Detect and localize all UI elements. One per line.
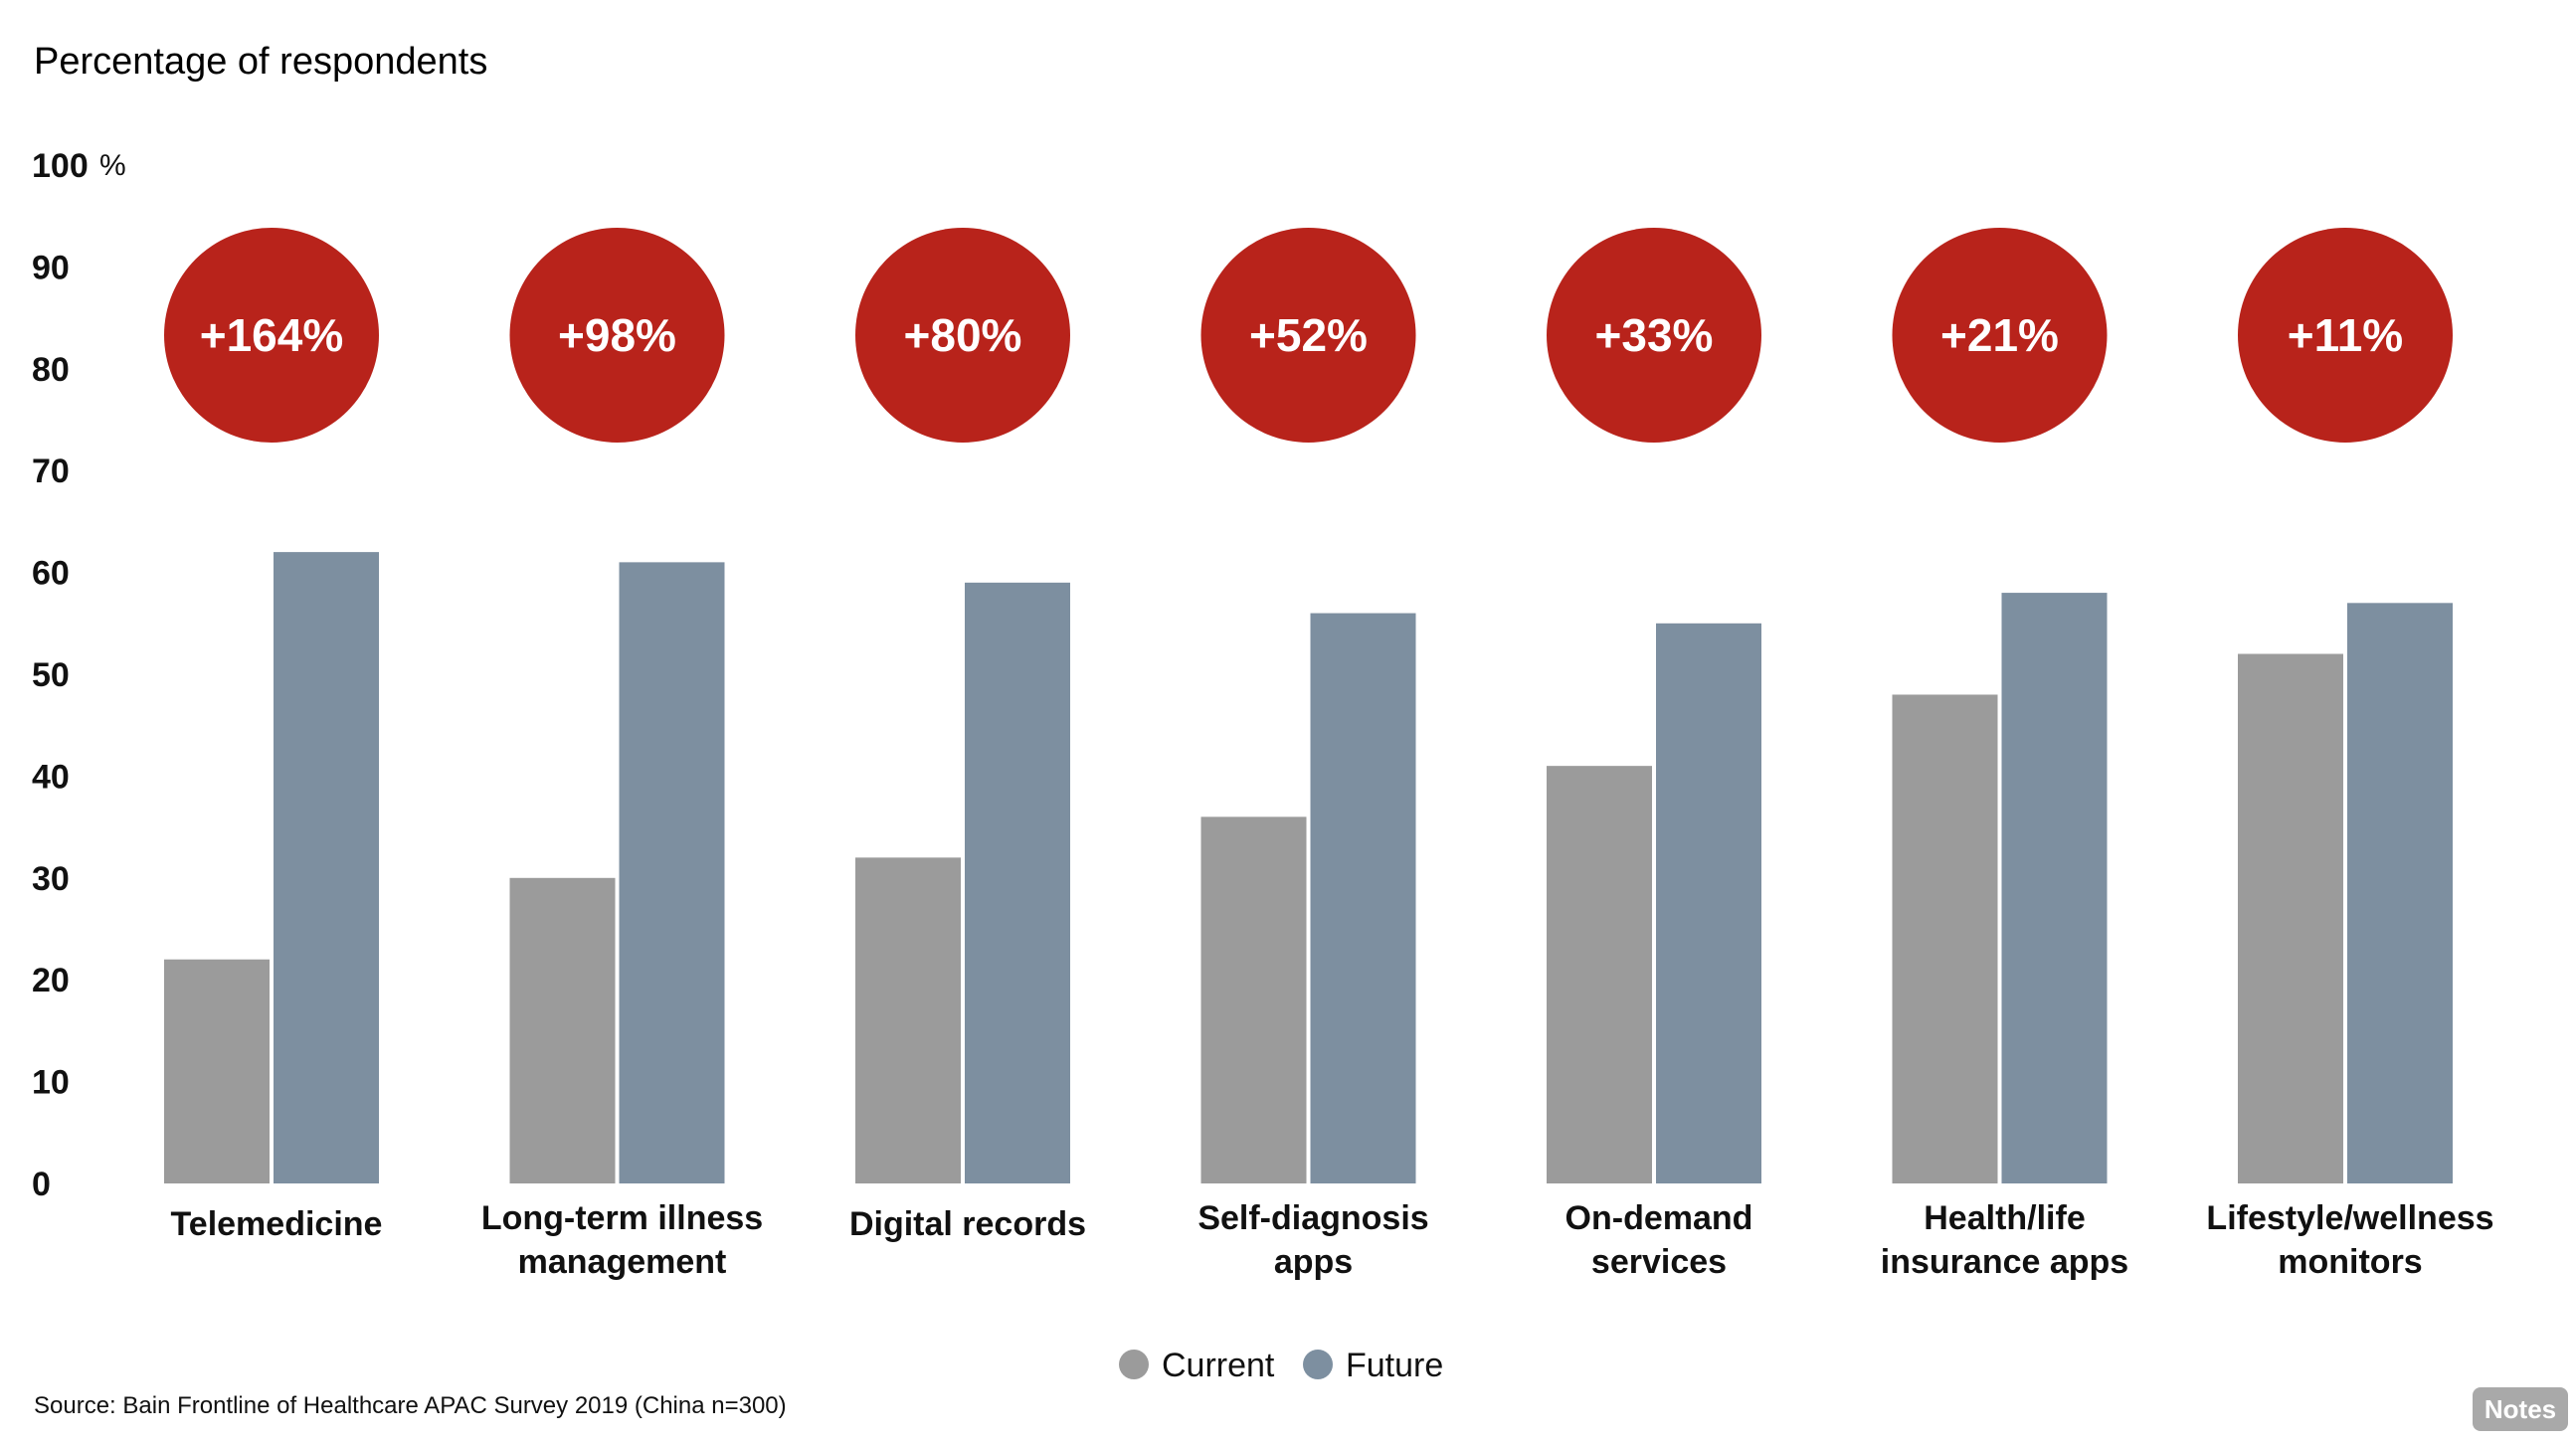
change-bubble-label: +98%	[558, 309, 676, 361]
change-bubble-label: +164%	[200, 309, 344, 361]
bar-future	[619, 562, 725, 1183]
category-label: Lifestyle/wellness monitors	[2206, 1199, 2493, 1281]
bar-future	[965, 582, 1070, 1183]
category-label: Digital records	[849, 1205, 1086, 1243]
y-unit-label: %	[99, 149, 126, 182]
bar-future	[2347, 603, 2453, 1183]
category-label: Self-diagnosis apps	[1197, 1199, 1428, 1281]
bar-future	[1310, 613, 1416, 1183]
change-bubble-label: +52%	[1249, 309, 1368, 361]
bar-future	[1656, 623, 1761, 1183]
change-bubble-label: +11%	[2288, 309, 2403, 361]
y-tick-label: 70	[32, 452, 70, 490]
notes-button[interactable]: Notes	[2473, 1387, 2568, 1431]
y-tick-label: 80	[32, 351, 70, 389]
y-tick-label: 0	[32, 1166, 51, 1203]
legend-swatch-future	[1303, 1350, 1333, 1379]
change-bubble	[1892, 228, 2108, 443]
bars	[164, 552, 2453, 1183]
legend: Current Future	[1119, 1347, 1443, 1384]
change-bubble	[1200, 228, 1416, 443]
change-bubble	[855, 228, 1070, 443]
bar-future	[274, 552, 379, 1183]
category-label: On-demand services	[1565, 1199, 1753, 1281]
category-label: Long-term illness management	[481, 1199, 763, 1281]
annotation-bubbles: +164% +98% +80% +52% +33% +21% +11%	[164, 228, 2453, 443]
legend-label-future: Future	[1346, 1347, 1443, 1384]
y-axis: 0 10 20 30 40 50 60 70 80 90 100%	[32, 147, 126, 1203]
chart-title: Percentage of respondents	[34, 41, 487, 83]
y-tick-label: 100	[32, 147, 89, 185]
change-bubble	[1547, 228, 1761, 443]
bar-current	[2238, 653, 2343, 1183]
y-tick-label: 60	[32, 555, 70, 593]
y-tick-label: 50	[32, 656, 70, 694]
change-bubble	[2238, 228, 2453, 443]
change-bubble-label: +80%	[904, 309, 1022, 361]
bar-future	[2001, 593, 2108, 1183]
category-label: Telemedicine	[171, 1205, 383, 1243]
legend-label-current: Current	[1162, 1347, 1275, 1384]
category-labels: Telemedicine Long-term illness management D…	[171, 1199, 2494, 1281]
change-bubble	[164, 228, 379, 443]
bar-current	[855, 857, 961, 1183]
change-bubble	[509, 228, 725, 443]
change-bubble-label: +21%	[1940, 309, 2059, 361]
y-tick-label: 90	[32, 249, 70, 286]
bar-current	[1892, 694, 1998, 1183]
bar-current	[1200, 816, 1307, 1183]
category-label: Health/life insurance apps	[1881, 1199, 2128, 1281]
y-tick-label: 20	[32, 962, 70, 999]
y-tick-label: 30	[32, 860, 70, 898]
legend-swatch-current	[1119, 1350, 1149, 1379]
bar-current	[164, 959, 270, 1183]
change-bubble-label: +33%	[1595, 309, 1714, 361]
bar-current	[1547, 766, 1652, 1183]
y-tick-label: 40	[32, 758, 70, 796]
y-tick-label: 10	[32, 1064, 70, 1102]
bar-current	[509, 877, 616, 1183]
source-note: Source: Bain Frontline of Healthcare APA…	[34, 1392, 787, 1419]
